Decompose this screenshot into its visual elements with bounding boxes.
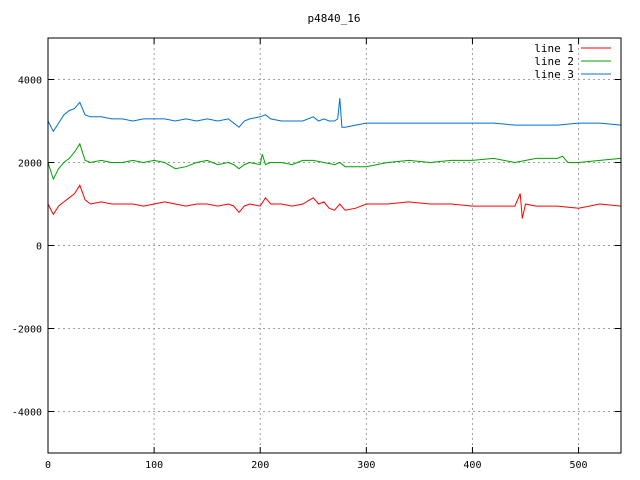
chart-title: p4840_16	[308, 12, 361, 25]
x-tick-label: 0	[45, 460, 51, 471]
axis-ticks: 0 100 200 300 400 500 -4000 -2000 0 2000 4000	[12, 38, 621, 471]
x-tick-label: 200	[251, 460, 269, 471]
x-tick-label: 500	[570, 460, 588, 471]
x-tick-label: 300	[357, 460, 375, 471]
legend-label: line 3	[534, 68, 574, 81]
x-tick-label: 400	[463, 460, 481, 471]
series-line-1	[47, 184, 622, 219]
y-tick-label: 2000	[18, 159, 42, 170]
y-tick-label: -4000	[12, 408, 42, 419]
legend-label: line 1	[534, 42, 574, 55]
y-tick-label: -2000	[12, 325, 42, 336]
series-line-2	[47, 142, 622, 181]
y-tick-label: 0	[36, 242, 42, 253]
grid	[48, 38, 621, 453]
series-line-3	[47, 98, 622, 133]
y-tick-label: 4000	[18, 76, 42, 87]
x-tick-label: 100	[145, 460, 163, 471]
series-lines	[47, 98, 622, 219]
plot-frame	[47, 37, 622, 454]
legend-label: line 2	[534, 55, 574, 68]
